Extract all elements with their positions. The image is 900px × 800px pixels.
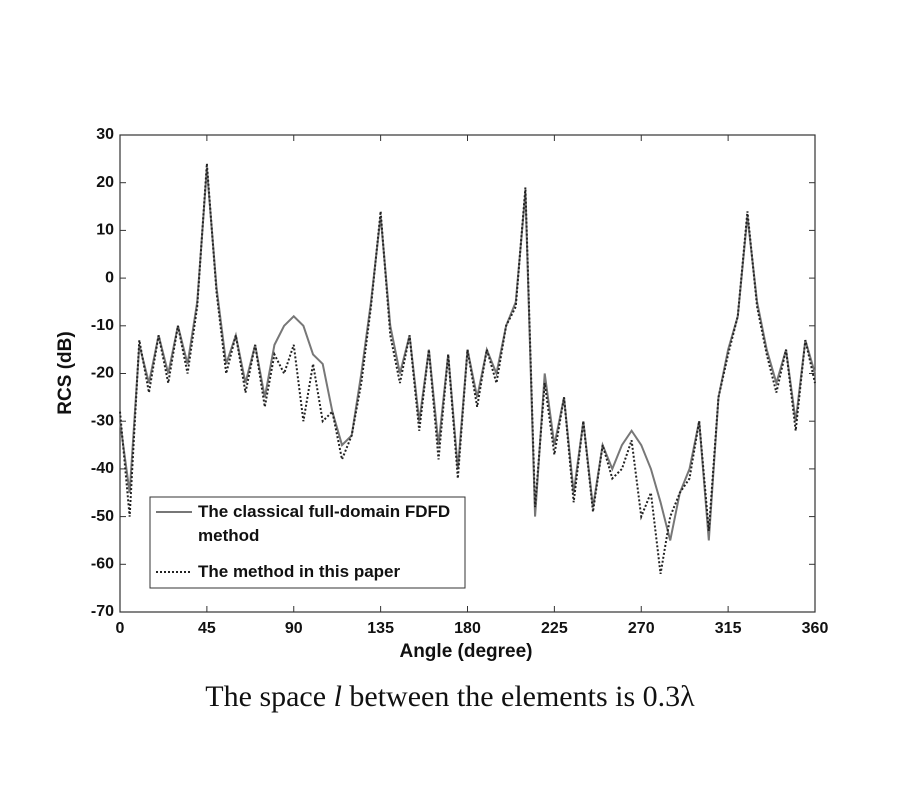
x-tick-label: 360 xyxy=(802,620,829,637)
y-tick-label: 20 xyxy=(96,174,114,191)
legend-label: The method in this paper xyxy=(198,562,401,581)
y-tick-label: -50 xyxy=(91,508,114,525)
legend-box xyxy=(149,496,466,589)
x-tick-label: 45 xyxy=(198,620,216,637)
x-tick-label: 90 xyxy=(285,620,303,637)
y-tick-label: -40 xyxy=(91,460,114,477)
x-tick-label: 270 xyxy=(628,620,655,637)
y-axis-label: RCS (dB) xyxy=(55,331,76,414)
x-tick-label: 180 xyxy=(454,620,481,637)
x-tick-label: 135 xyxy=(367,620,394,637)
y-tick-label: -60 xyxy=(91,556,114,573)
y-tick-label: -20 xyxy=(91,365,114,382)
caption: The space l between the elements is 0.3λ xyxy=(0,680,900,714)
x-axis-label: Angle (degree) xyxy=(399,641,532,662)
x-tick-label: 225 xyxy=(541,620,568,637)
y-tick-label: 30 xyxy=(96,126,114,143)
x-tick-label: 315 xyxy=(715,620,742,637)
y-tick-label: -10 xyxy=(91,317,114,334)
series-line xyxy=(119,163,816,575)
y-tick-label: -70 xyxy=(91,603,114,620)
legend-label: The classical full-domain FDFD method xyxy=(198,502,451,545)
y-tick-label: -30 xyxy=(91,412,114,429)
caption-text: between the elements is 0.3λ xyxy=(341,680,695,713)
caption-text: l xyxy=(333,680,342,713)
y-tick-label: 0 xyxy=(105,269,114,286)
x-tick-label: 0 xyxy=(116,620,125,637)
y-tick-label: 10 xyxy=(96,222,114,239)
caption-text: The space xyxy=(205,680,334,713)
